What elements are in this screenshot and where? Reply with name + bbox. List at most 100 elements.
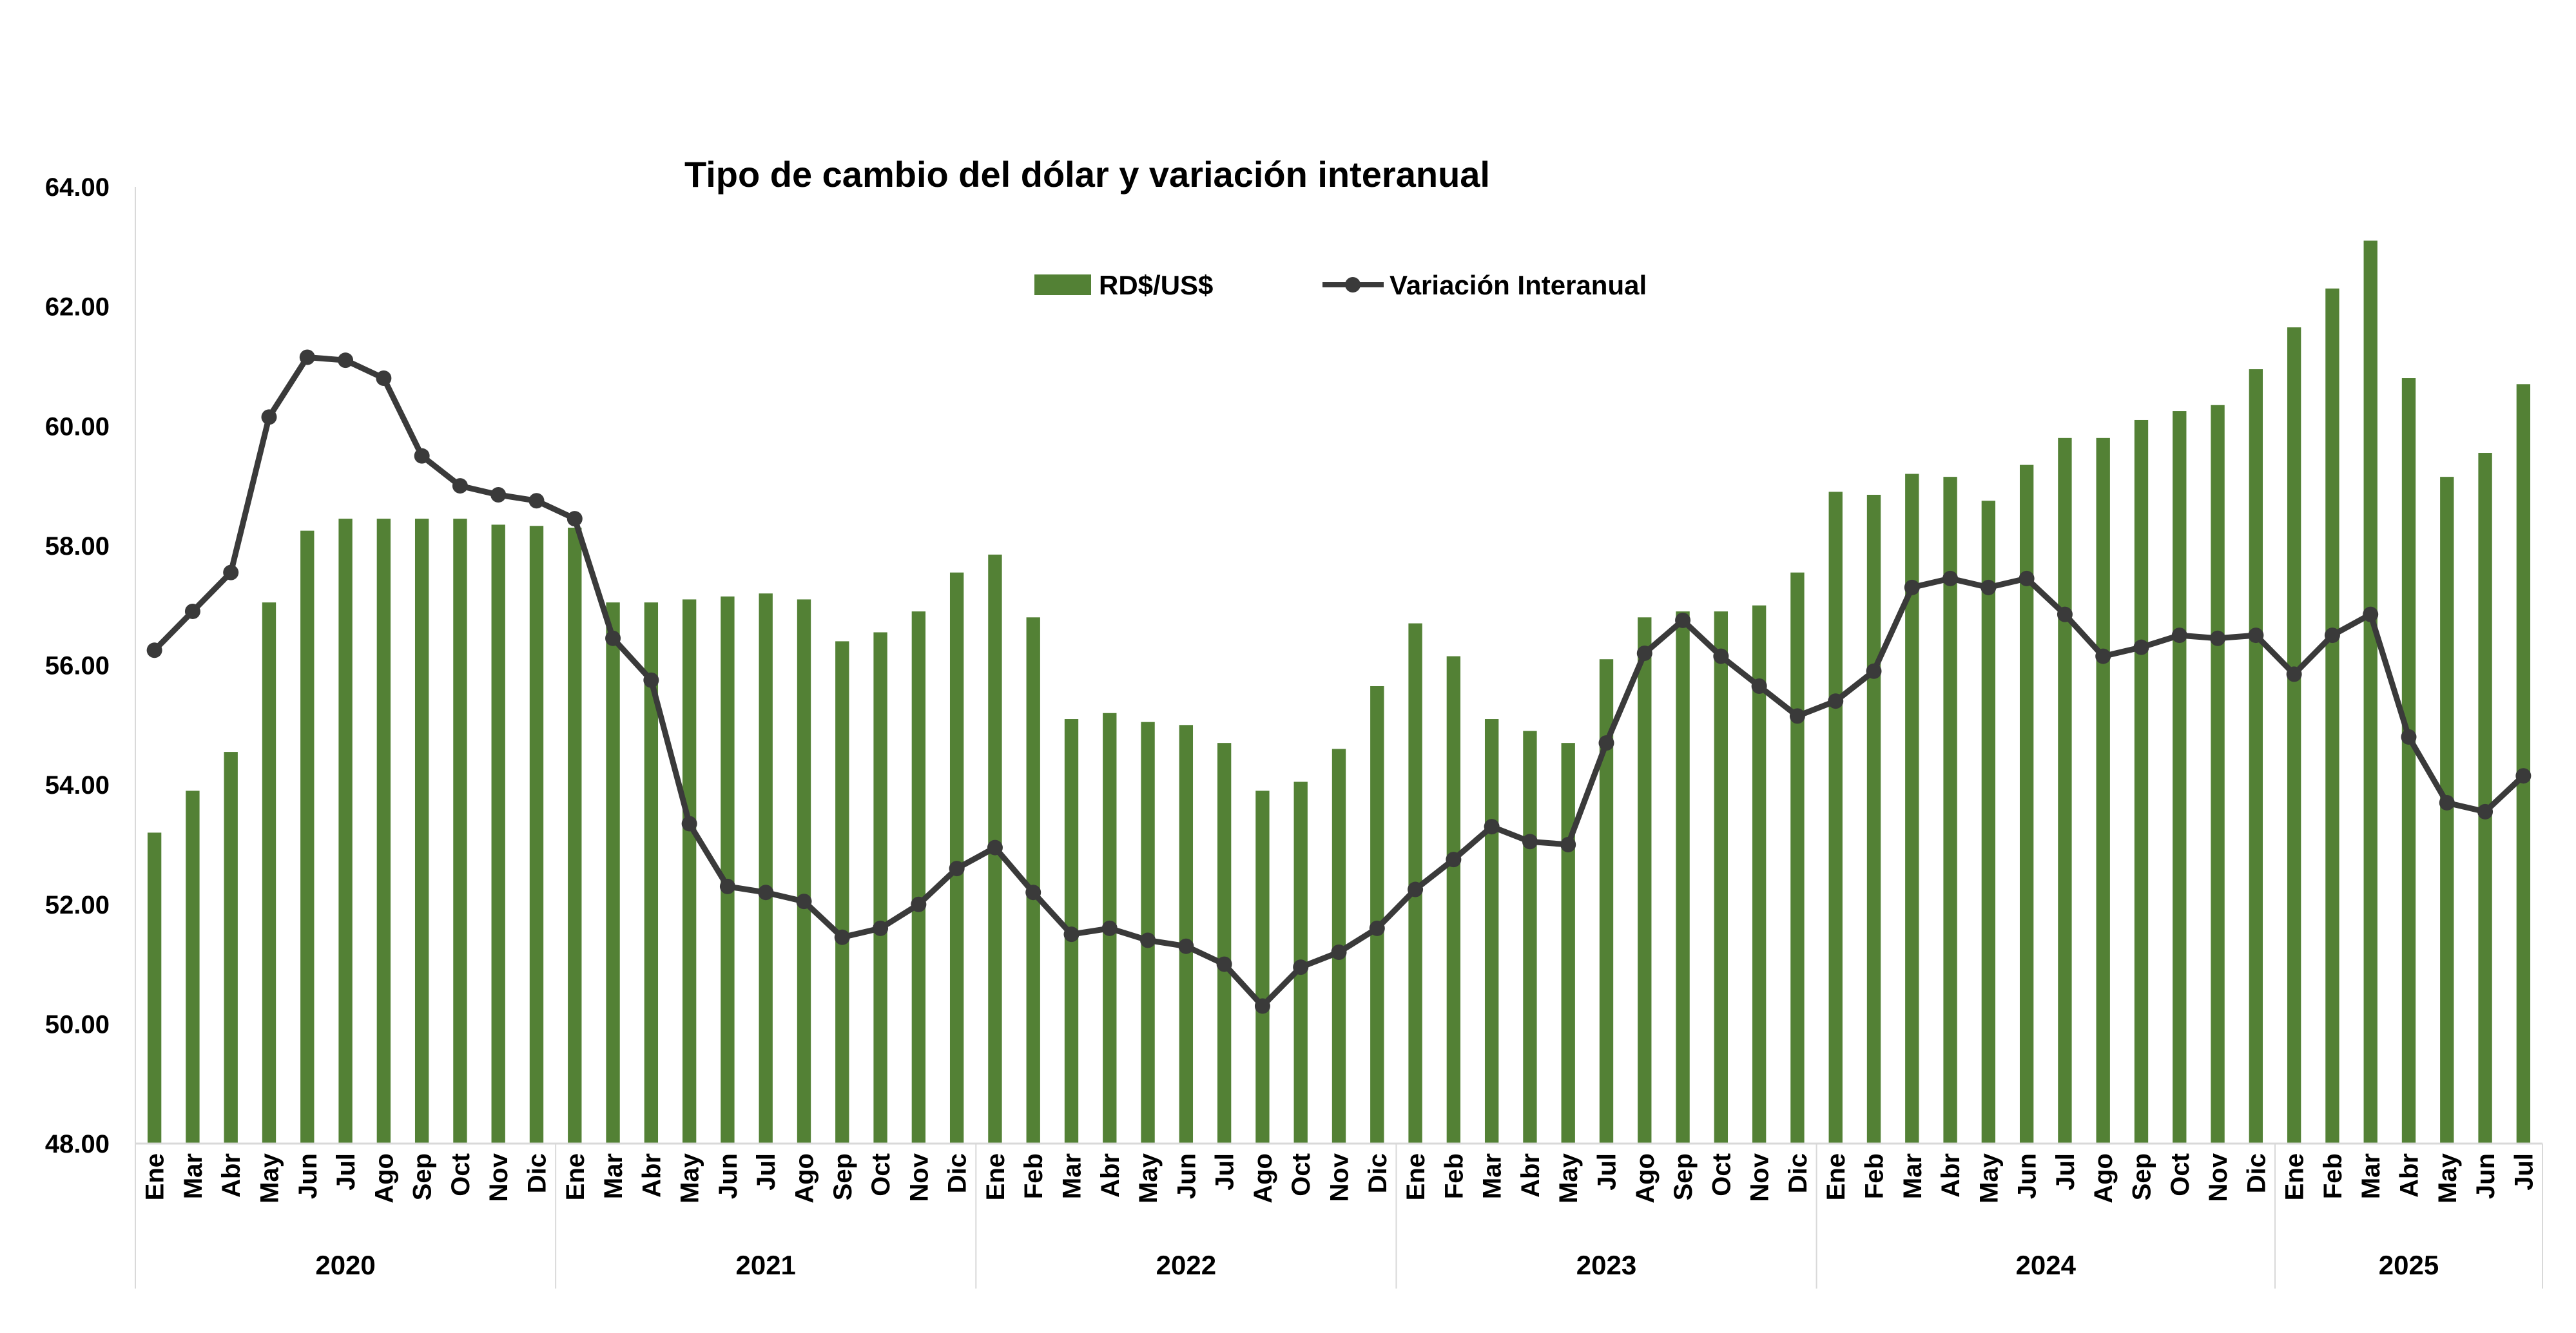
bar [262, 602, 276, 1144]
x-tick-label: Oct [1287, 1153, 1315, 1196]
bar [2325, 288, 2339, 1144]
bar [1752, 605, 1767, 1144]
bar [1523, 731, 1537, 1144]
line-point [1789, 708, 1805, 724]
x-tick-label: Jun [1172, 1153, 1201, 1199]
line-point [1598, 735, 1614, 751]
bar [2478, 453, 2492, 1144]
bar [1217, 743, 1232, 1144]
line-point [2210, 630, 2226, 646]
x-tick-label: Ago [1631, 1153, 1660, 1204]
bar [2287, 327, 2301, 1144]
bar [1446, 656, 1461, 1144]
chart-title: Tipo de cambio del dólar y variación int… [684, 154, 1490, 195]
bar [300, 530, 315, 1144]
x-tick-label: Feb [1440, 1153, 1468, 1199]
line-point [2095, 648, 2111, 664]
x-tick-label: Jul [1593, 1153, 1622, 1191]
x-tick-label: Ene [141, 1153, 169, 1200]
x-tick-label: Nov [485, 1153, 513, 1202]
x-tick-label: Oct [447, 1153, 475, 1196]
bar [186, 791, 200, 1144]
bar [338, 519, 353, 1144]
y-axis: 48.00 50.00 52.00 54.00 56.00 58.00 60.00 62.00… [45, 173, 136, 1158]
x-tick-label: Ene [1822, 1153, 1850, 1200]
y-tick-label: 54.00 [45, 771, 110, 800]
line-point [1369, 920, 1385, 936]
line-point [2363, 606, 2379, 622]
line-point [1025, 885, 1041, 901]
legend-bar-label: RD$/US$ [1099, 270, 1213, 300]
legend-bar-swatch [1034, 274, 1091, 295]
line-point [261, 409, 277, 425]
line-point [414, 448, 430, 464]
bar [1484, 719, 1499, 1144]
x-tick-label: Dic [1364, 1153, 1392, 1193]
line-point [376, 370, 392, 386]
x-tick-label: Abr [1096, 1153, 1125, 1198]
line-point [1713, 648, 1729, 664]
line-point [1942, 570, 1959, 586]
line-point [949, 861, 965, 877]
y-tick-label: 50.00 [45, 1010, 110, 1039]
bar [2134, 419, 2149, 1144]
line-point [2286, 666, 2302, 682]
x-tick-label: May [2434, 1153, 2462, 1204]
y-tick-label: 64.00 [45, 173, 110, 202]
line-series [146, 349, 2532, 1014]
x-tick-label: Sep [829, 1153, 857, 1200]
x-tick-label: Ago [1249, 1153, 1277, 1204]
line-point [2248, 628, 2264, 644]
bar [224, 752, 238, 1144]
bar [797, 599, 811, 1144]
x-tick-label: Sep [2128, 1153, 2156, 1200]
y-tick-label: 52.00 [45, 891, 110, 919]
bar [1676, 611, 1690, 1144]
x-tick-label: Nov [905, 1153, 933, 1202]
line-point [2477, 803, 2494, 820]
x-tick-label: Jun [714, 1153, 742, 1199]
line-point [490, 486, 507, 503]
bar [2363, 240, 2377, 1144]
x-tick-label: Feb [2319, 1153, 2347, 1199]
line-point [452, 478, 468, 494]
x-tick-label: Sep [409, 1153, 437, 1200]
x-tick-label: Mar [179, 1153, 208, 1199]
line-point [1904, 579, 1920, 595]
bar [644, 602, 659, 1144]
line-point [1522, 834, 1538, 850]
line-point [299, 349, 315, 365]
x-axis: Ene Mar Abr May Jun Jul Ago Sep Oct Nov Dic Ene Mar A… [135, 1142, 2543, 1289]
x-tick-label: Oct [867, 1153, 895, 1196]
x-tick-label: Dic [2242, 1153, 2271, 1193]
x-tick-label: May [676, 1153, 704, 1204]
x-tick-label: Mar [1058, 1153, 1087, 1199]
bar [1561, 743, 1575, 1144]
x-tick-label: Feb [1020, 1153, 1048, 1199]
bar [2019, 465, 2034, 1144]
x-tick-label: May [256, 1153, 284, 1204]
y-tick-label: 62.00 [45, 293, 110, 321]
x-tick-label: Jul [332, 1153, 360, 1191]
legend: RD$/US$ Variación Interanual [1034, 270, 1647, 300]
line-point [643, 672, 659, 688]
line-point [2057, 606, 2073, 622]
year-label: 2024 [2016, 1250, 2077, 1280]
bar [1599, 659, 1614, 1144]
bar [491, 524, 505, 1144]
line-point [681, 816, 697, 832]
bar [414, 519, 429, 1144]
line-point [2439, 794, 2455, 810]
x-tick-label: Mar [1478, 1153, 1507, 1199]
line-point [2171, 628, 2187, 644]
line-point [1101, 920, 1118, 936]
legend-line-label: Variación Interanual [1390, 270, 1647, 300]
bar [453, 519, 467, 1144]
y-tick-label: 56.00 [45, 652, 110, 680]
x-tick-label: Ene [561, 1153, 590, 1200]
bar [759, 593, 773, 1144]
x-tick-label: Mar [1899, 1153, 1927, 1199]
line-point [338, 352, 354, 369]
